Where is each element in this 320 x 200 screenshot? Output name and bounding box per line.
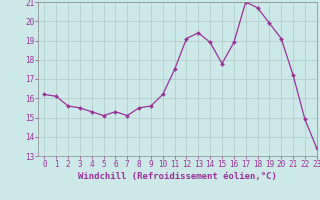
X-axis label: Windchill (Refroidissement éolien,°C): Windchill (Refroidissement éolien,°C) [78,172,277,181]
